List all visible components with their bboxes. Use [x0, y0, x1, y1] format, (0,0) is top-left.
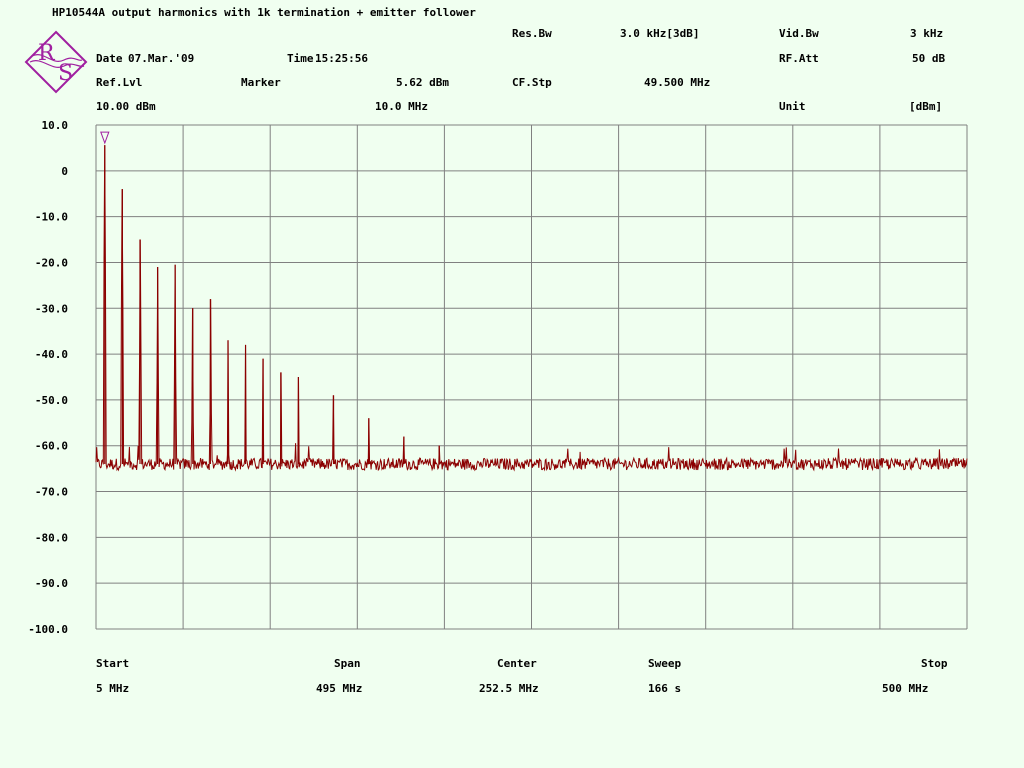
y-tick-label: -80.0 — [35, 531, 68, 544]
y-tick-label: -20.0 — [35, 256, 68, 269]
logo-letter-r: R — [38, 41, 56, 66]
cf-stp-label: CF.Stp — [512, 76, 552, 89]
y-tick-label: -40.0 — [35, 348, 68, 361]
spectrum-trace — [95, 145, 968, 472]
marker-icon — [100, 131, 110, 145]
sweep-value: 166 s — [648, 682, 682, 695]
logo-letter-s: S — [58, 61, 73, 86]
time-label: Time — [287, 52, 314, 65]
y-axis-ticks: 10.0 0 -10.0 -20.0 -30.0 -40.0 -50.0 -60.0 -70.0… — [28, 119, 68, 636]
date-value: 07.Mar.'09 — [128, 52, 195, 65]
start-label: Start — [96, 657, 130, 670]
grid — [95, 124, 968, 630]
y-tick-label: 0 — [61, 165, 68, 178]
y-tick-label: -10.0 — [35, 211, 68, 224]
y-tick-label: -70.0 — [35, 486, 68, 499]
unit-value: [dBm] — [909, 100, 943, 113]
rs-logo: R S — [24, 30, 88, 94]
y-tick-label: -90.0 — [35, 577, 68, 590]
y-tick-label: -100.0 — [28, 623, 68, 636]
cf-stp-value: 49.500 MHz — [644, 76, 711, 89]
y-tick-label: 10.0 — [42, 119, 69, 132]
y-tick-label: -50.0 — [35, 394, 68, 407]
rf-att-label: RF.Att — [779, 52, 819, 65]
marker — [100, 131, 110, 145]
trace — [95, 145, 968, 472]
sweep-label: Sweep — [648, 657, 682, 670]
time-value: 15:25:56 — [315, 52, 368, 65]
chart-title: HP10544A output harmonics with 1k termin… — [52, 6, 476, 19]
marker-frequency: 10.0 MHz — [375, 100, 428, 113]
ref-lvl-value: 10.00 dBm — [96, 100, 156, 113]
rf-att-value: 50 dB — [912, 52, 946, 65]
res-bw-label: Res.Bw — [512, 27, 552, 40]
marker-label: Marker — [241, 76, 281, 89]
stop-label: Stop — [921, 657, 948, 670]
start-value: 5 MHz — [96, 682, 130, 695]
marker-level: 5.62 dBm — [396, 76, 449, 89]
span-label: Span — [334, 657, 361, 670]
vid-bw-label: Vid.Bw — [779, 27, 819, 40]
unit-label: Unit — [779, 100, 806, 113]
span-value: 495 MHz — [316, 682, 363, 695]
center-value: 252.5 MHz — [479, 682, 539, 695]
y-tick-label: -60.0 — [35, 440, 68, 453]
ref-lvl-label: Ref.Lvl — [96, 76, 143, 89]
center-label: Center — [497, 657, 537, 670]
stop-value: 500 MHz — [882, 682, 929, 695]
date-label: Date — [96, 52, 123, 65]
vid-bw-value: 3 kHz — [910, 27, 944, 40]
y-tick-label: -30.0 — [35, 302, 68, 315]
res-bw-value: 3.0 kHz[3dB] — [620, 27, 700, 40]
